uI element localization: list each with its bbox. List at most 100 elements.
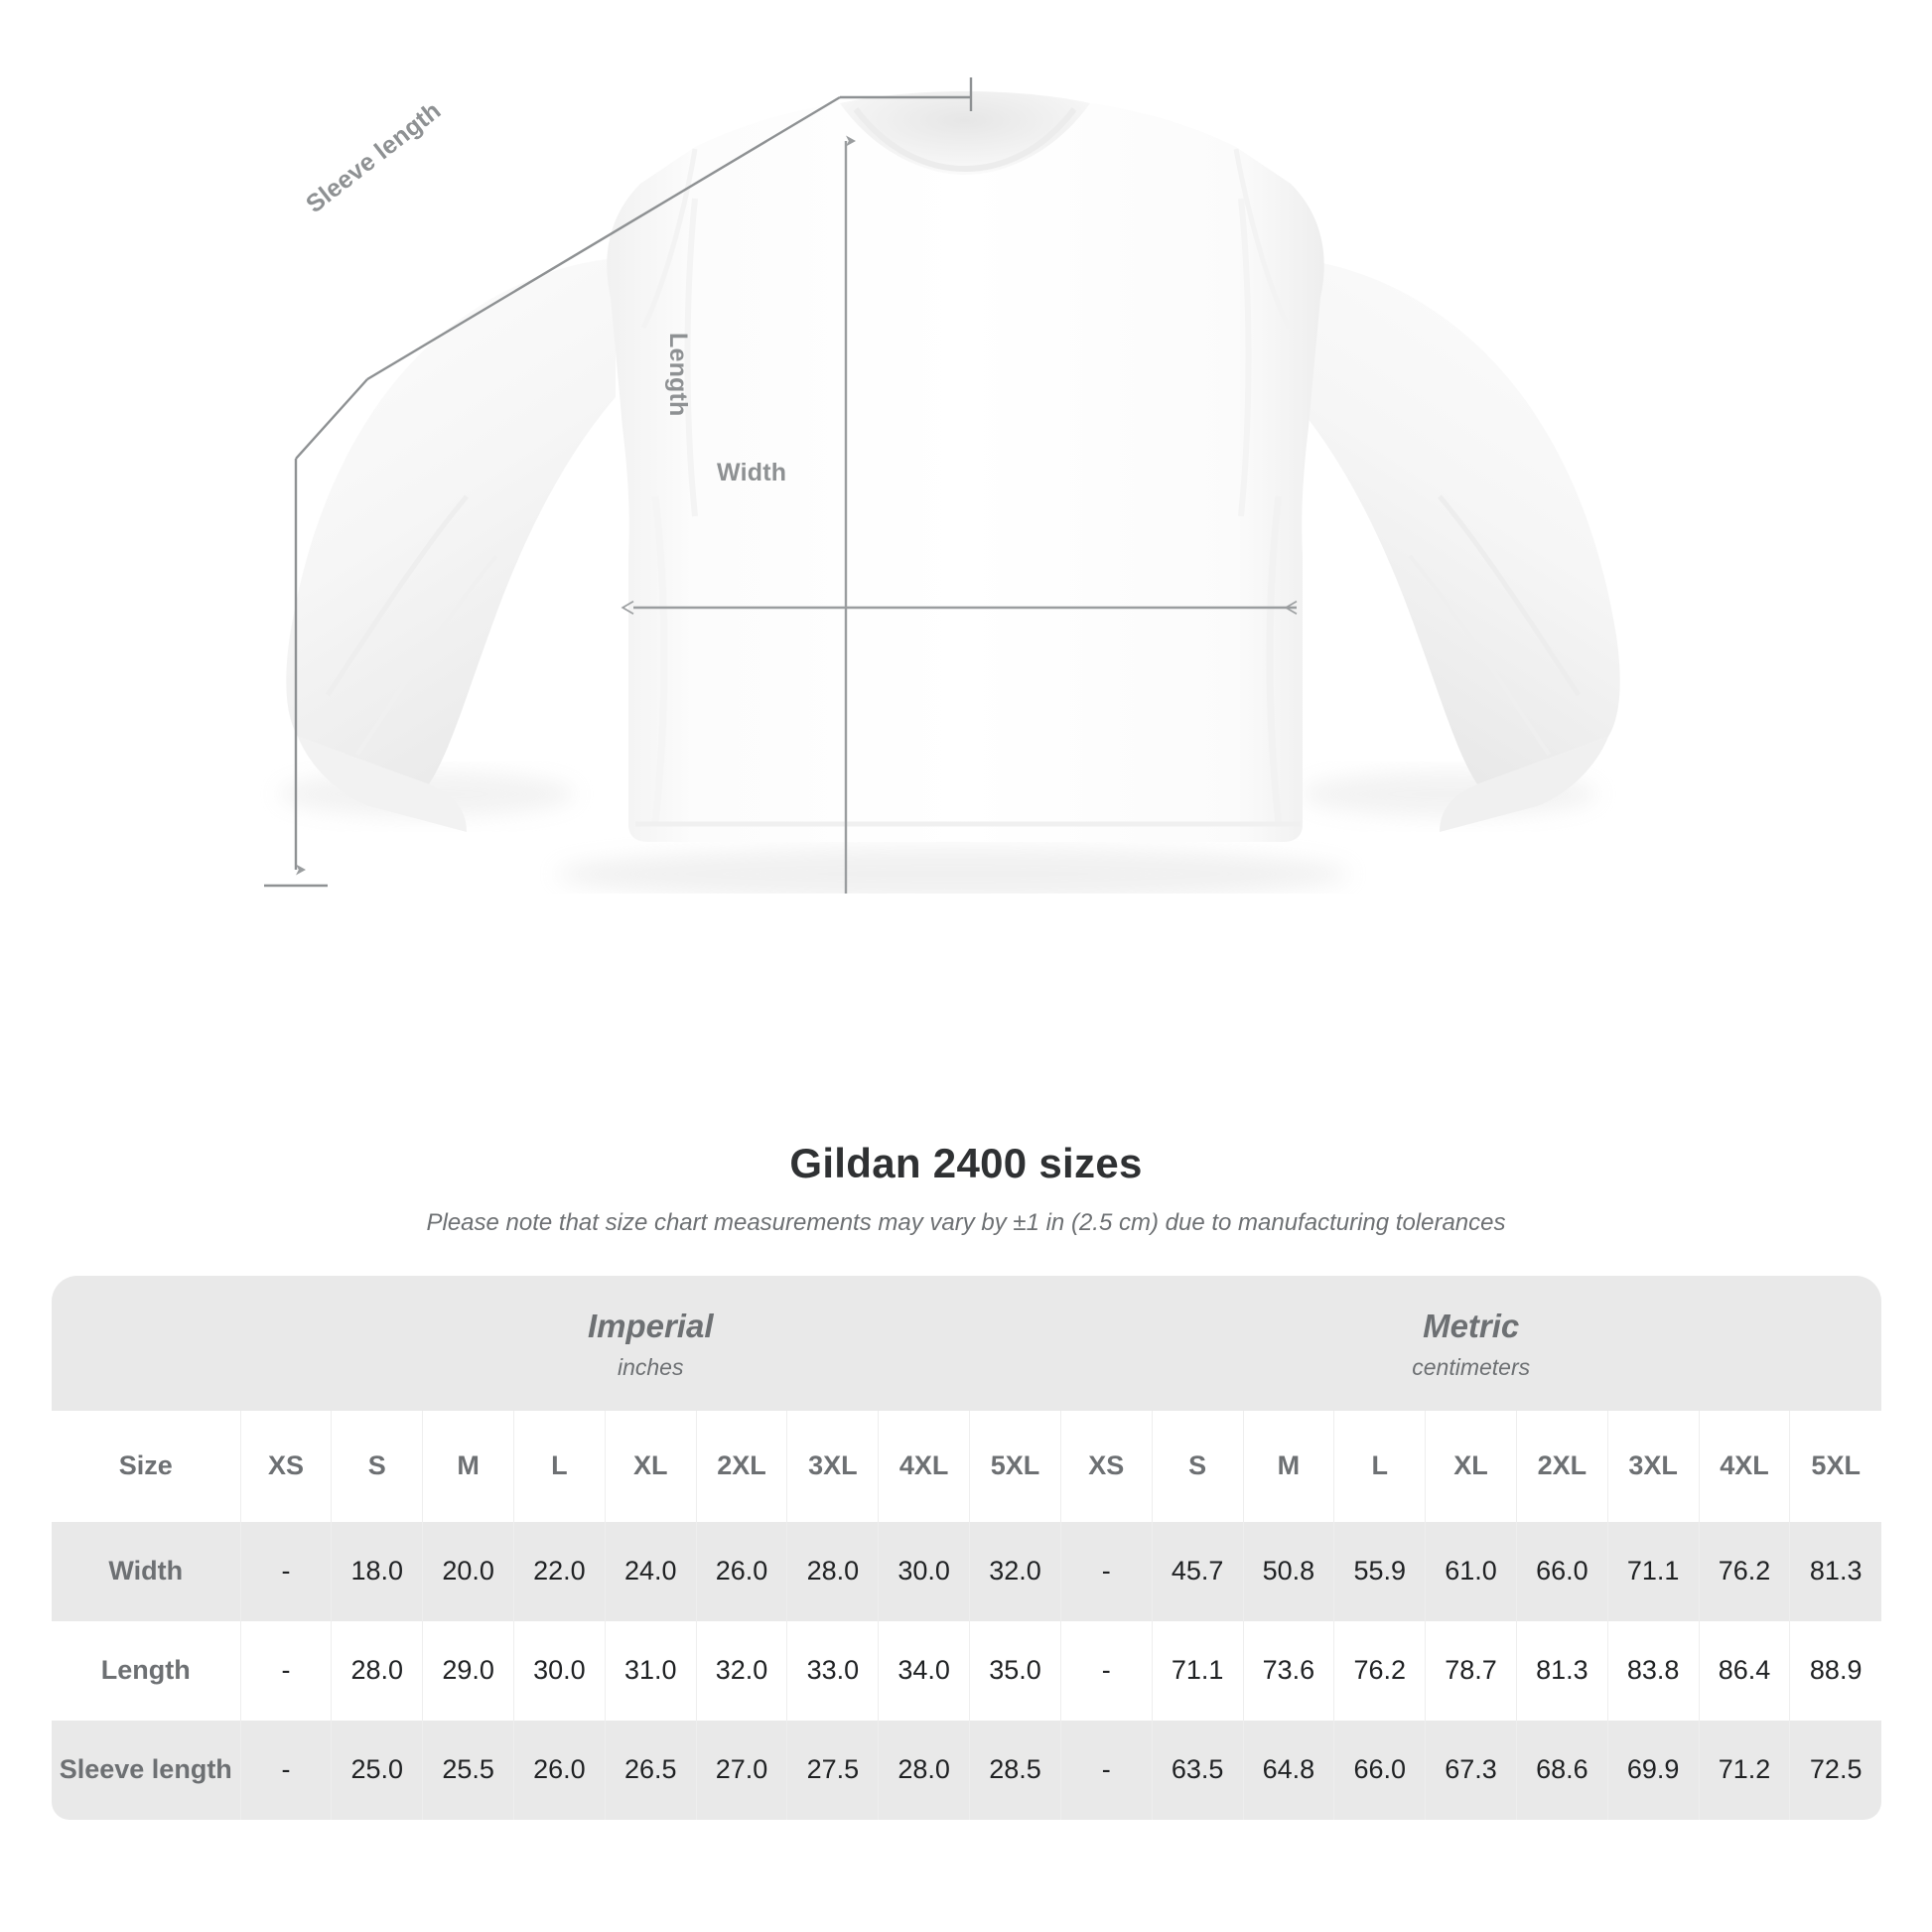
measurement-cell: 63.5 — [1151, 1720, 1243, 1820]
size-header-cell-2xl: 2XL — [1515, 1410, 1608, 1522]
long-sleeve-shirt-svg — [264, 77, 1620, 894]
shirt-body — [607, 99, 1324, 842]
measurement-cell: 27.5 — [786, 1720, 879, 1820]
size-header-cell-s: S — [1151, 1410, 1243, 1522]
table-row: Sleeve length -25.0 25.5 26.0 26.5 27.0 27.5 28… — [52, 1720, 1881, 1820]
measurement-cell: 22.0 — [513, 1521, 606, 1621]
measurement-cell: 81.3 — [1515, 1620, 1608, 1721]
measurement-cell: 71.1 — [1151, 1620, 1243, 1721]
size-header-cell-xl: XL — [1425, 1410, 1517, 1522]
collar — [840, 91, 1090, 175]
table-row: Length -28.0 29.0 30.0 31.0 32.0 33.0 34.0 35.0-… — [52, 1620, 1881, 1721]
measurement-cell: 55.9 — [1333, 1521, 1426, 1621]
measurement-cell: 88.9 — [1789, 1620, 1881, 1721]
measurement-cell: - — [239, 1521, 332, 1621]
unit-system-header-imperial: Imperial inches — [240, 1276, 1061, 1411]
size-header-cell-2xl: 2XL — [695, 1410, 787, 1522]
size-header-cell-xs: XS — [239, 1410, 332, 1522]
size-chart-table-wrap: Imperial inches Metric centimeters Size XS S M L… — [52, 1276, 1881, 1820]
measurement-cell: 18.0 — [331, 1521, 423, 1621]
page-title: Gildan 2400 sizes — [789, 1140, 1143, 1186]
left-sleeve — [286, 258, 616, 832]
measurement-cell: 72.5 — [1789, 1720, 1881, 1820]
measurement-cell: 28.0 — [331, 1620, 423, 1721]
measurement-cell: 33.0 — [786, 1620, 879, 1721]
measurement-cell: 20.0 — [422, 1521, 514, 1621]
tolerance-note: Please note that size chart measurements… — [426, 1209, 1506, 1236]
measurement-cell: 30.0 — [878, 1521, 970, 1621]
unit-system-unit: centimeters — [1412, 1353, 1531, 1380]
size-header-cell-4xl: 4XL — [878, 1410, 970, 1522]
size-header-row: Size XS S M L XL 2XL 3XL 4XL 5XL XS S M L XL 2XL 3XL 4XL 5… — [52, 1410, 1881, 1522]
unit-system-header-metric: Metric centimeters — [1060, 1276, 1881, 1411]
measurement-cell: 32.0 — [969, 1521, 1061, 1621]
measurement-cell: - — [239, 1720, 332, 1820]
measurement-cell: 34.0 — [878, 1620, 970, 1721]
size-header-cell-l: L — [513, 1410, 606, 1522]
size-header-cell-3xl: 3XL — [1606, 1410, 1700, 1522]
measurement-cell: 45.7 — [1151, 1521, 1243, 1621]
measurement-cell: 71.1 — [1606, 1521, 1700, 1621]
size-header-cell-5xl: 5XL — [969, 1410, 1061, 1522]
unit-system-name: Imperial — [587, 1308, 714, 1344]
measurement-cell: 29.0 — [422, 1620, 514, 1721]
measurement-cell: - — [1059, 1720, 1153, 1820]
measurement-cell: 71.2 — [1698, 1720, 1790, 1820]
measurement-cell: 26.0 — [695, 1521, 787, 1621]
measurement-cell: 76.2 — [1333, 1620, 1426, 1721]
measurement-cell: 83.8 — [1606, 1620, 1700, 1721]
measurement-cell: 28.0 — [878, 1720, 970, 1820]
measurement-label-length: Length — [52, 1620, 241, 1721]
measurement-cell: 76.2 — [1698, 1521, 1790, 1621]
width-annotation-label: Width — [717, 459, 787, 486]
measurement-cell: 86.4 — [1698, 1620, 1790, 1721]
measurement-cell: 66.0 — [1333, 1720, 1426, 1820]
table-row: Width -18.0 20.0 22.0 24.0 26.0 28.0 30.0 32.0-4… — [52, 1521, 1881, 1621]
size-chart-table: Imperial inches Metric centimeters Size XS S M L… — [52, 1276, 1881, 1820]
measurement-cell: 64.8 — [1242, 1720, 1334, 1820]
measurement-cell: 73.6 — [1242, 1620, 1334, 1721]
table-corner-cell — [52, 1276, 241, 1411]
measurement-cell: - — [1059, 1521, 1153, 1621]
unit-system-name: Metric — [1423, 1308, 1520, 1344]
measurement-cell: 81.3 — [1789, 1521, 1881, 1621]
measurement-cell: 32.0 — [695, 1620, 787, 1721]
size-header-cell-m: M — [1242, 1410, 1334, 1522]
measurement-cell: 61.0 — [1425, 1521, 1517, 1621]
measurement-cell: 24.0 — [604, 1521, 697, 1621]
size-header-cell-4xl: 4XL — [1698, 1410, 1790, 1522]
size-header-cell-m: M — [422, 1410, 514, 1522]
size-header-cell-xl: XL — [604, 1410, 697, 1522]
unit-system-header-row: Imperial inches Metric centimeters — [52, 1276, 1881, 1411]
unit-system-unit: inches — [617, 1353, 684, 1380]
measurement-cell: 68.6 — [1515, 1720, 1608, 1820]
measurement-cell: 25.0 — [331, 1720, 423, 1820]
measurement-cell: 50.8 — [1242, 1521, 1334, 1621]
measurement-cell: 69.9 — [1606, 1720, 1700, 1820]
measurement-cell: 31.0 — [604, 1620, 697, 1721]
size-header-cell-5xl: 5XL — [1789, 1410, 1881, 1522]
measurement-cell: 25.5 — [422, 1720, 514, 1820]
measurement-cell: 78.7 — [1425, 1620, 1517, 1721]
measurement-cell: 67.3 — [1425, 1720, 1517, 1820]
size-header-cell-l: L — [1333, 1410, 1426, 1522]
measurement-cell: 27.0 — [695, 1720, 787, 1820]
measurement-label-width: Width — [52, 1521, 241, 1621]
measurement-cell: 26.0 — [513, 1720, 606, 1820]
measurement-cell: 28.0 — [786, 1521, 879, 1621]
measurement-cell: 35.0 — [969, 1620, 1061, 1721]
measurement-cell: 30.0 — [513, 1620, 606, 1721]
measurement-cell: 26.5 — [604, 1720, 697, 1820]
measurement-label-sleeve-length: Sleeve length — [52, 1720, 241, 1820]
size-column-header: Size — [52, 1410, 241, 1522]
size-header-cell-xs: XS — [1059, 1410, 1153, 1522]
title-block: Gildan 2400 sizes Please note that size … — [0, 1140, 1932, 1237]
length-annotation-label: Length — [664, 333, 692, 417]
size-header-cell-3xl: 3XL — [786, 1410, 879, 1522]
measurement-cell: - — [239, 1620, 332, 1721]
sleeve-length-dimension — [264, 77, 973, 888]
measurement-cell: 66.0 — [1515, 1521, 1608, 1621]
size-header-cell-s: S — [331, 1410, 423, 1522]
garment-illustration: Sleeve length Length Width — [0, 0, 1932, 894]
